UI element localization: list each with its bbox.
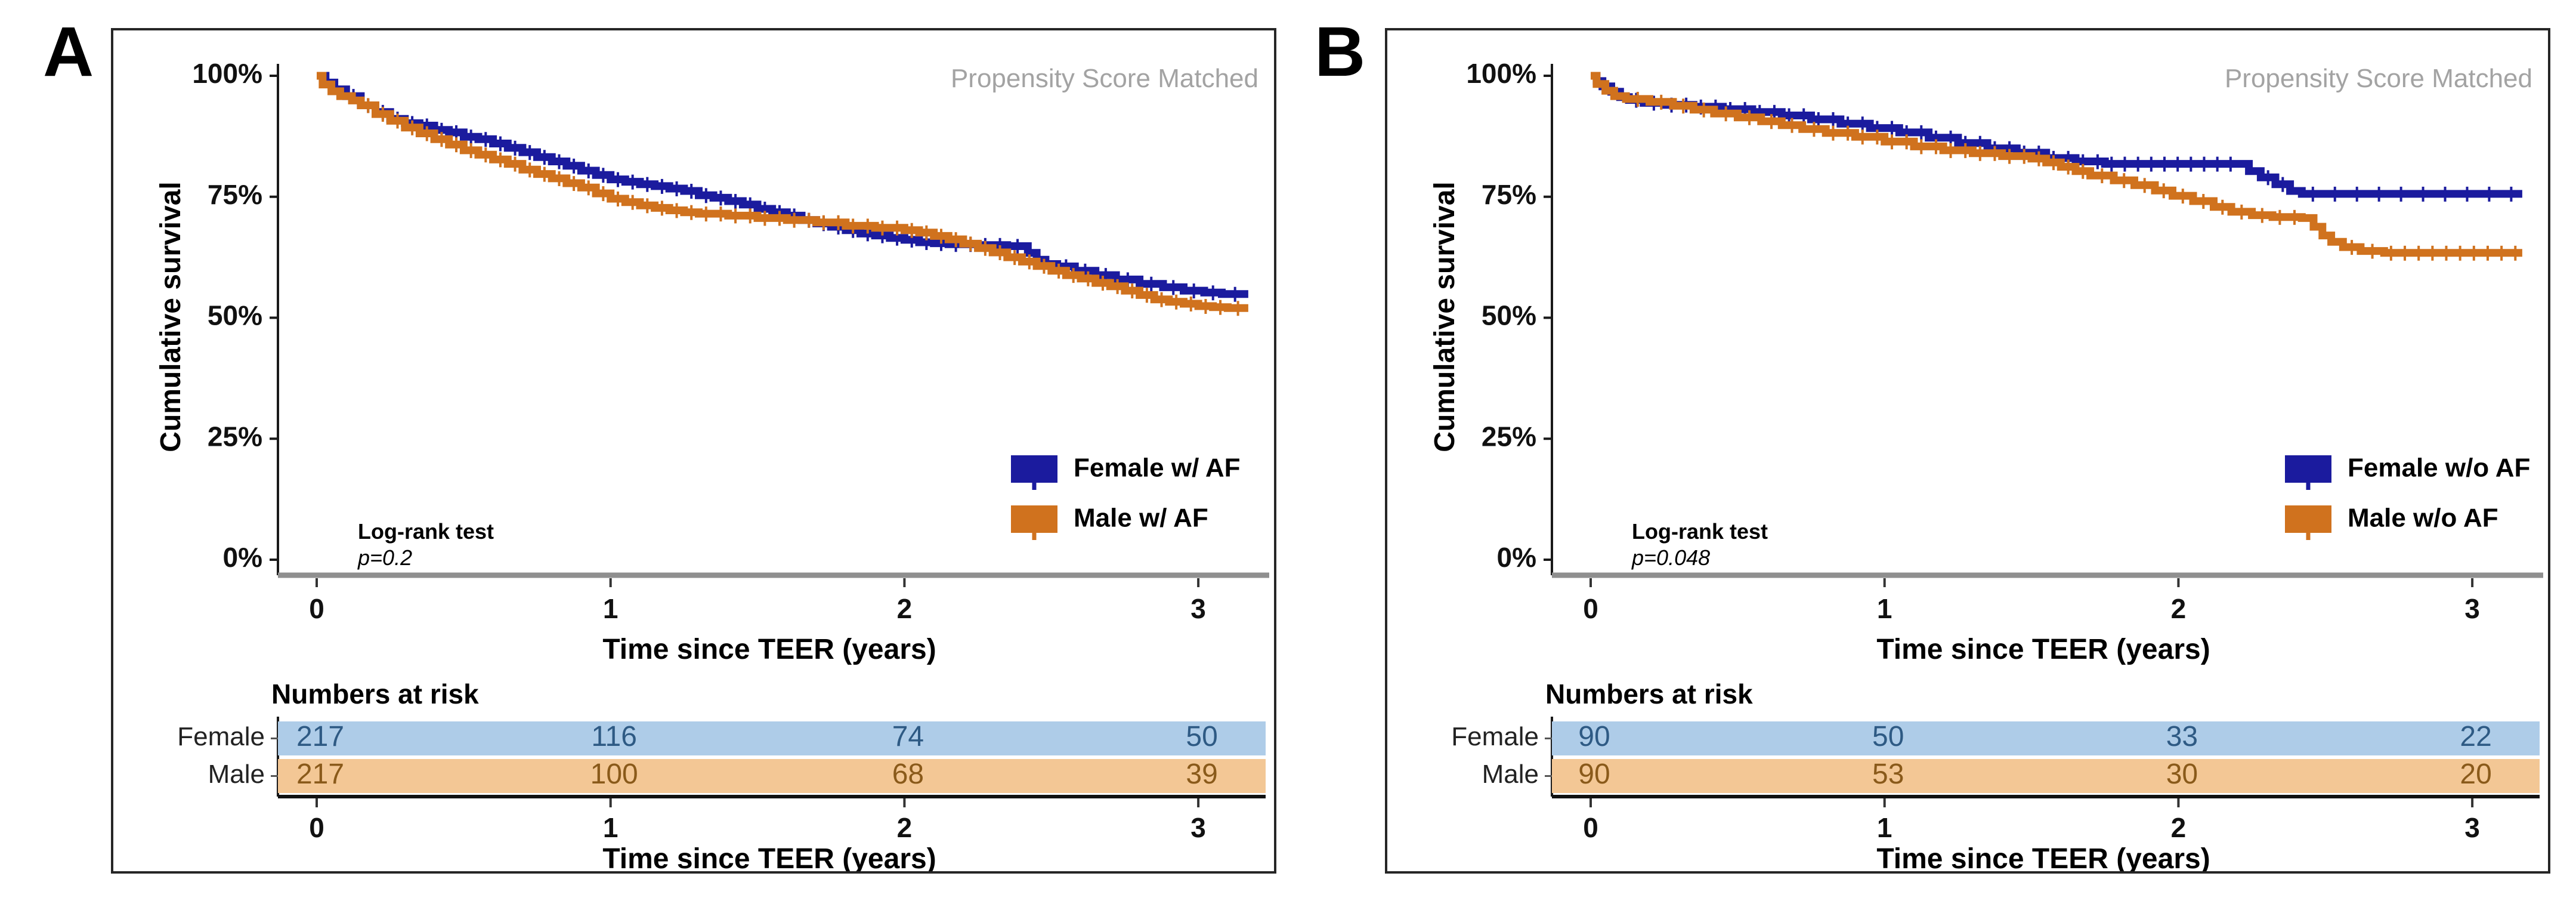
risk-x-tick-label: 2 [897,812,913,843]
x-tick-label: 3 [2464,593,2480,624]
x-axis-title: Time since TEER (years) [602,634,936,665]
risk-cell-value: 90 [1578,721,1610,752]
risk-cell-value: 50 [1872,721,1904,752]
km-panel-svg: Propensity Score Matched 100% 75% 50% 25% 0% 0… [155,58,1269,871]
logrank-p-value: p=0.048 [1631,545,1710,570]
km-curves [317,72,1248,316]
risk-cell-value: 22 [2460,721,2491,752]
logrank-label: Log-rank test [1632,519,1768,544]
x-tick-label: 0 [309,593,324,624]
y-tick-label: 75% [1482,179,1536,210]
x-tick-label: 2 [897,593,913,624]
risk-cell-value: 33 [2166,721,2198,752]
risk-cell-value: 90 [1578,758,1610,790]
panel-b: Propensity Score Matched 100% 75% 50% 25% 0% 0… [1385,28,2550,874]
watermark-title: Propensity Score Matched [951,64,1258,93]
y-tick-label: 0% [223,542,262,573]
y-axis-title: Cumulative survival [155,181,187,452]
legend-swatch [2285,455,2331,483]
risk-cell-value: 53 [1872,758,1904,790]
risk-cell-value: 20 [2460,758,2491,790]
risk-x-axis-title: Time since TEER (years) [602,843,936,871]
censor-ticks [367,98,1239,316]
legend-item: Male w/ AF [1011,504,1208,540]
risk-cell-value: 30 [2166,758,2198,790]
legend-swatch [1011,455,1057,483]
x-tick-label: 3 [1190,593,1206,624]
logrank-p-value: p=0.2 [357,545,412,570]
y-tick-label: 50% [1482,300,1536,331]
risk-x-tick-label: 3 [2464,812,2480,843]
x-tick-label: 0 [1583,593,1598,624]
risk-band [1552,759,2540,793]
legend-item: Female w/ AF [1011,454,1241,490]
x-tick-label: 2 [2171,593,2187,624]
risk-cell-value: 68 [892,758,924,790]
legend-label: Female w/o AF [2348,454,2530,483]
risk-band [278,721,1266,755]
risk-row-label: Male [1482,760,1539,789]
risk-cell-value: 217 [296,758,344,790]
risk-row-label: Female [1451,722,1539,751]
risk-x-tick-label: 0 [1583,812,1598,843]
km-curve-male [317,72,1248,312]
x-axis-title: Time since TEER (years) [1876,634,2210,665]
risk-x-tick-label: 0 [309,812,324,843]
y-tick-label: 25% [208,421,262,452]
legend-label: Female w/ AF [1074,454,1241,483]
risk-band [278,759,1266,793]
y-axis-title: Cumulative survival [1429,181,1461,452]
legend-swatch [2285,505,2331,533]
legend-item: Female w/o AF [2285,454,2530,490]
risk-cell-value: 116 [591,721,637,752]
risk-cell-value: 50 [1186,721,1217,752]
panel-a-label: A [43,13,94,91]
km-panel-svg: Propensity Score Matched 100% 75% 50% 25% 0% 0… [1429,58,2543,871]
risk-cell-value: 74 [892,721,924,752]
risk-table-header: Numbers at risk [1545,678,1753,709]
risk-x-tick-label: 3 [1190,812,1206,843]
risk-band [1552,721,2540,755]
km-curve-female [317,72,1248,298]
risk-x-axis-title: Time since TEER (years) [1876,843,2210,871]
panel-a: Propensity Score Matched 100% 75% 50% 25% 0% 0… [111,28,1276,874]
risk-cell-value: 100 [590,758,638,790]
watermark-title: Propensity Score Matched [2225,64,2532,93]
risk-x-tick-label: 2 [2171,812,2187,843]
y-tick-label: 100% [1466,58,1536,89]
legend-label: Male w/o AF [2348,504,2498,533]
panel-b-label: B [1315,13,1366,91]
y-tick-label: 0% [1497,542,1536,573]
y-tick-label: 75% [208,179,262,210]
y-tick-label: 100% [192,58,262,89]
legend-swatch [1011,505,1057,533]
legend-item: Male w/o AF [2285,504,2498,540]
legend-label: Male w/ AF [1074,504,1208,533]
censor-ticks [1636,91,2517,261]
x-tick-label: 1 [603,593,619,624]
y-tick-label: 50% [208,300,262,331]
risk-row-label: Male [208,760,265,789]
risk-row-label: Female [177,722,265,751]
x-tick-label: 1 [1877,593,1892,624]
censor-ticks [352,89,1236,302]
km-curve-female [1591,72,2522,198]
risk-cell-value: 39 [1186,758,1217,790]
risk-cell-value: 217 [296,721,344,752]
logrank-label: Log-rank test [358,519,494,544]
risk-x-tick-label: 1 [603,812,619,843]
y-tick-label: 25% [1482,421,1536,452]
km-curves [1591,72,2522,261]
risk-x-tick-label: 1 [1877,812,1892,843]
risk-table-header: Numbers at risk [271,678,479,709]
